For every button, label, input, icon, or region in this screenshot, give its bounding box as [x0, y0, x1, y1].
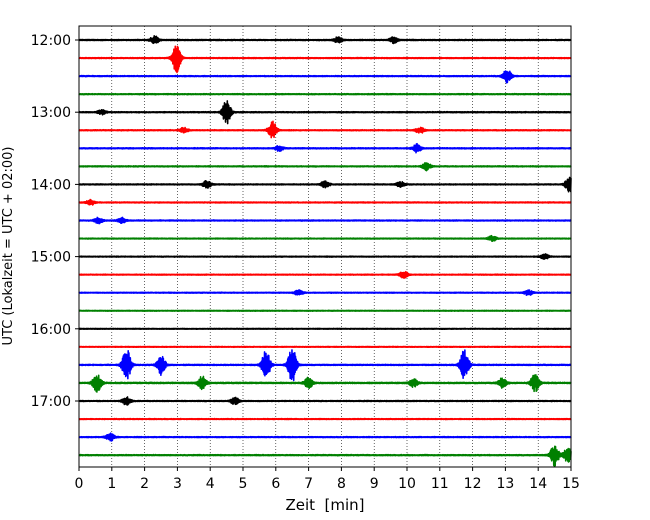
trace-1730	[78, 432, 572, 442]
trace-1715	[78, 417, 572, 421]
trace-1400	[78, 176, 572, 193]
y-axis-label: UTC (Lokalzeit = UTC + 02:00)	[1, 147, 16, 346]
x-tick-label: 8	[337, 476, 346, 492]
trace-1600	[78, 327, 572, 330]
x-tick-label: 15	[562, 476, 580, 492]
trace-1230	[78, 70, 572, 84]
x-tick-label: 14	[529, 476, 547, 492]
y-tick-label: 17:00	[31, 394, 71, 410]
x-tick-label: 9	[370, 476, 379, 492]
x-tick-label: 4	[206, 476, 215, 492]
y-tick-label: 14:00	[31, 177, 71, 193]
trace-1200	[78, 34, 572, 45]
trace-1445	[78, 234, 572, 242]
x-tick-label: 5	[239, 476, 248, 492]
trace-1245	[78, 92, 572, 96]
trace-1345	[78, 162, 572, 172]
trace-group	[78, 34, 572, 468]
trace-1215	[78, 45, 572, 74]
trace-1430	[78, 216, 572, 225]
x-axis: 0 1 2 3 4 5 6 7 8 9 10 11 12 13 14 15	[75, 467, 580, 492]
trace-1645	[78, 374, 572, 393]
x-tick-label: 10	[398, 476, 416, 492]
trace-1415	[78, 198, 572, 206]
x-tick-label: 11	[431, 476, 449, 492]
trace-1500	[78, 253, 572, 260]
trace-1315	[78, 120, 572, 139]
plot-frame	[78, 25, 572, 468]
trace-1745	[78, 445, 572, 468]
y-tick-label: 12:00	[31, 33, 71, 49]
y-tick-label: 13:00	[31, 105, 71, 121]
y-tick-label: 15:00	[31, 250, 71, 266]
trace-1515	[78, 270, 572, 280]
x-tick-label: 7	[304, 476, 313, 492]
trace-1700	[78, 396, 572, 406]
y-tick-label: 16:00	[31, 322, 71, 338]
x-axis-label: Zeit [min]	[285, 496, 364, 514]
x-tick-label: 12	[464, 476, 482, 492]
trace-1530	[78, 289, 572, 296]
x-tick-label: 1	[107, 476, 116, 492]
trace-1330	[78, 142, 572, 154]
x-tick-label: 6	[271, 476, 280, 492]
y-axis: 12:00 13:00 14:00 15:00 16:00 17:00	[31, 33, 79, 410]
x-tick-label: 3	[173, 476, 182, 492]
trace-1300	[78, 100, 572, 125]
x-tick-label: 0	[75, 476, 84, 492]
trace-1545	[78, 309, 572, 312]
x-tick-label: 13	[496, 476, 514, 492]
x-tick-label: 2	[140, 476, 149, 492]
trace-1630	[78, 349, 572, 382]
trace-1615	[78, 345, 572, 349]
